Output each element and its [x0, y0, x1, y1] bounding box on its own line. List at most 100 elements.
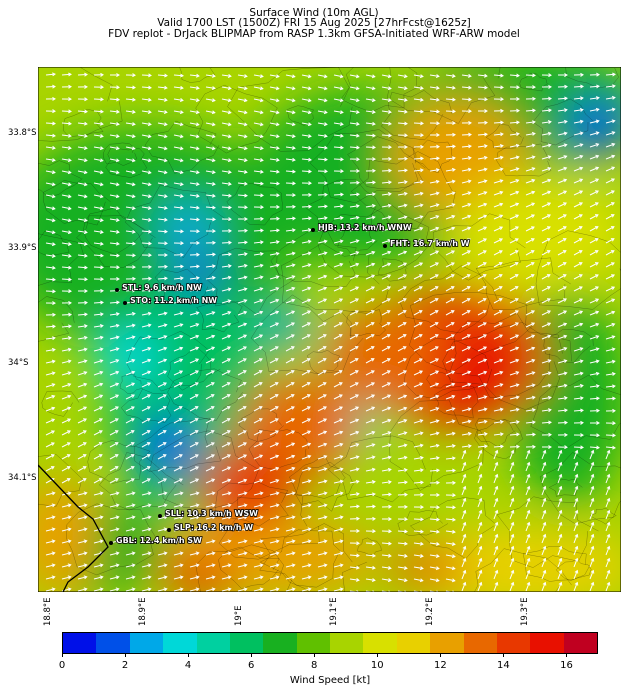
wind-arrow-head — [531, 310, 536, 314]
wind-arrow-head — [115, 158, 120, 163]
station-label: STO: 11.2 km/h NW — [130, 296, 217, 305]
station-marker[interactable] — [123, 301, 127, 305]
wind-arrow — [509, 486, 514, 496]
wind-arrow-head — [531, 408, 536, 412]
wind-arrow — [589, 582, 594, 592]
wind-arrow — [61, 528, 71, 532]
wind-arrow — [525, 384, 535, 388]
wind-arrow — [333, 358, 343, 364]
wind-arrow — [317, 322, 327, 328]
wind-arrow — [413, 542, 423, 545]
wind-arrow-head — [468, 120, 472, 125]
wind-arrow — [109, 528, 119, 532]
wind-arrow — [141, 110, 151, 113]
wind-arrow-head — [356, 504, 360, 509]
wind-arrow-head — [606, 533, 611, 538]
wind-arrow — [269, 334, 279, 340]
speed-field — [38, 67, 621, 592]
wind-arrow-head — [195, 491, 200, 496]
wind-arrow — [221, 418, 231, 424]
wind-arrow — [301, 394, 311, 400]
wind-arrow — [397, 310, 407, 316]
wind-arrow — [605, 166, 615, 172]
wind-arrow-head — [163, 122, 168, 127]
wind-arrow — [189, 134, 199, 138]
wind-arrow — [173, 347, 183, 352]
wind-arrow — [253, 467, 263, 472]
wind-arrow — [77, 110, 88, 113]
wind-arrow — [397, 432, 407, 436]
wind-arrow-head — [322, 370, 327, 374]
wind-arrow-head — [259, 146, 264, 151]
wind-arrow — [605, 108, 615, 112]
station-marker[interactable] — [167, 528, 171, 532]
wind-arrow-head — [163, 194, 168, 199]
wind-arrow — [237, 418, 247, 424]
wind-arrow-head — [83, 242, 88, 246]
wind-arrow-head — [356, 145, 360, 150]
wind-arrow-head — [516, 85, 520, 90]
wind-arrow — [109, 348, 119, 352]
wind-arrow — [253, 492, 263, 496]
wind-arrow-head — [114, 454, 119, 458]
wind-arrow — [189, 335, 199, 340]
wind-arrow-head — [148, 264, 152, 269]
wind-arrow-head — [611, 310, 616, 315]
wind-arrow — [221, 454, 231, 460]
wind-arrow-head — [482, 262, 487, 266]
wind-arrow — [173, 323, 183, 328]
wind-arrow-head — [547, 143, 552, 148]
wind-arrow-head — [515, 167, 520, 172]
wind-arrow-head — [418, 322, 423, 326]
wind-arrow — [557, 335, 567, 340]
wind-arrow-head — [147, 170, 152, 175]
wind-arrow — [77, 588, 87, 592]
wind-arrow-head — [163, 85, 168, 90]
wind-arrow — [445, 358, 455, 364]
wind-arrow-head — [403, 86, 408, 91]
wind-arrow — [301, 504, 311, 508]
wind-arrow-head — [148, 253, 152, 258]
wind-arrow — [541, 409, 551, 412]
wind-arrow-head — [452, 132, 456, 137]
wind-arrow-head — [516, 432, 520, 437]
wind-arrow-head — [67, 359, 72, 364]
wind-arrow-head — [259, 310, 264, 315]
wind-arrow-head — [462, 485, 467, 490]
station-marker[interactable] — [383, 244, 387, 248]
wind-arrow-head — [499, 190, 504, 195]
wind-arrow — [589, 167, 599, 172]
wind-arrow — [397, 216, 407, 220]
wind-arrow — [349, 382, 359, 388]
wind-arrow-head — [243, 181, 248, 186]
wind-arrow-head — [147, 194, 152, 199]
wind-arrow-head — [387, 431, 392, 435]
wind-arrow — [557, 132, 567, 136]
wind-arrow-head — [436, 109, 440, 114]
station-marker[interactable] — [158, 514, 162, 518]
wind-arrow-head — [483, 144, 488, 149]
wind-arrow — [237, 370, 247, 376]
wind-arrow-head — [67, 206, 72, 211]
wind-arrow-head — [99, 347, 104, 352]
wind-arrow-head — [100, 300, 104, 305]
station-marker[interactable] — [311, 228, 315, 232]
wind-arrow — [525, 226, 535, 232]
wind-arrow — [605, 534, 610, 544]
wind-arrow-head — [67, 146, 72, 150]
wind-arrow-head — [179, 334, 184, 339]
wind-arrow — [509, 450, 514, 460]
wind-arrow-head — [259, 134, 264, 139]
wind-arrow — [205, 182, 215, 185]
wind-arrow-head — [355, 86, 360, 91]
wind-arrow-head — [243, 563, 248, 568]
wind-arrow-head — [210, 430, 215, 434]
station-marker[interactable] — [109, 541, 113, 545]
wind-arrow — [317, 217, 327, 220]
wind-arrow-head — [243, 98, 248, 103]
wind-arrow — [61, 540, 71, 544]
wind-arrow — [125, 466, 135, 472]
station-marker[interactable] — [115, 288, 119, 292]
wind-arrow — [173, 277, 183, 280]
